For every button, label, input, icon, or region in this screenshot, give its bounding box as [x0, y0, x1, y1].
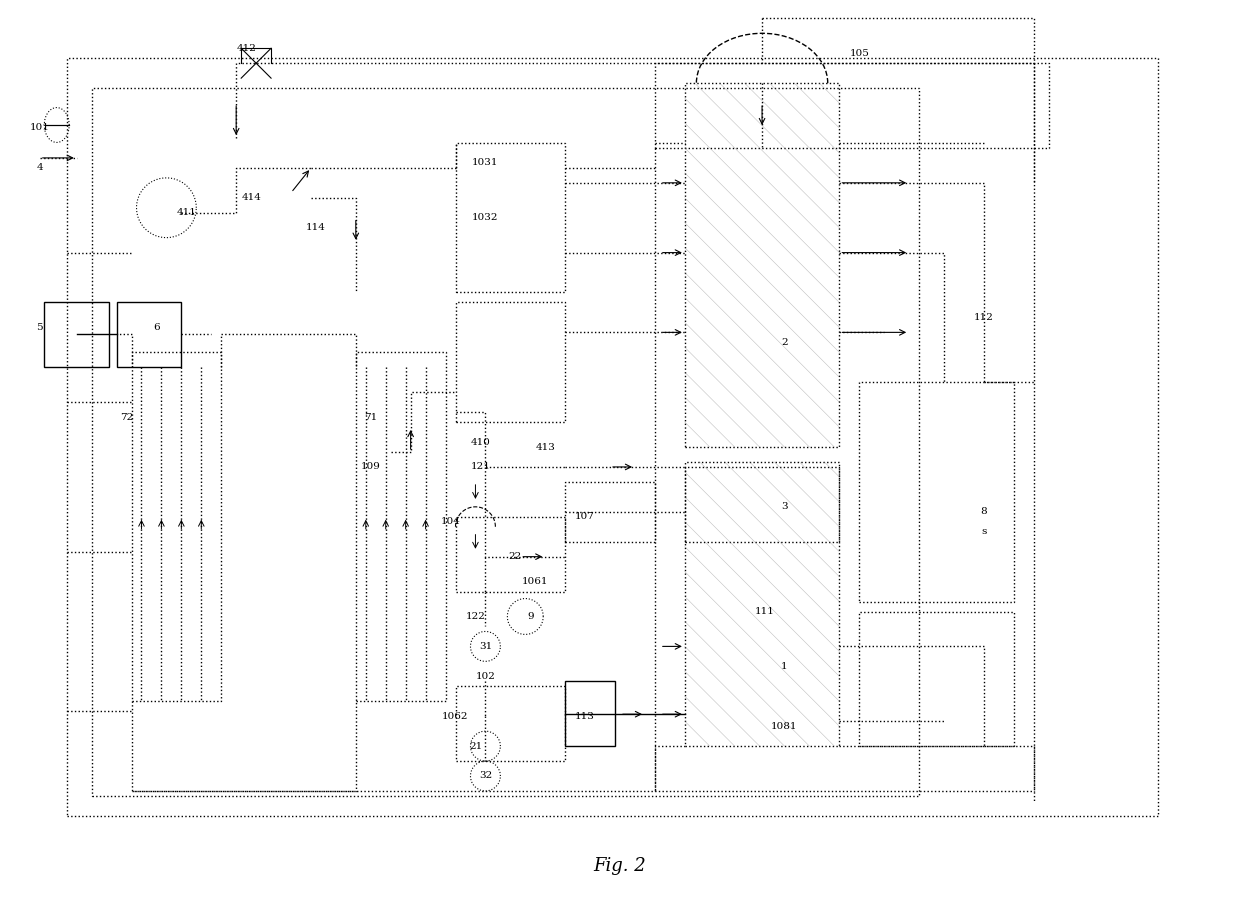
Text: 414: 414 [242, 193, 261, 202]
Text: 21: 21 [468, 741, 482, 750]
Text: 411: 411 [176, 208, 196, 217]
Text: 3: 3 [781, 502, 788, 511]
Bar [92, 88, 919, 796]
Text: 1: 1 [781, 662, 788, 671]
Bar [860, 612, 1014, 746]
Text: 9: 9 [527, 612, 534, 621]
Text: 101: 101 [30, 124, 50, 133]
Text: 122: 122 [466, 612, 486, 621]
Bar [565, 681, 615, 746]
Text: 72: 72 [120, 412, 133, 421]
Text: 112: 112 [974, 313, 994, 322]
Text: 6: 6 [154, 323, 160, 332]
Bar [43, 302, 109, 367]
Bar [456, 517, 565, 592]
Text: 413: 413 [535, 443, 555, 452]
Text: 71: 71 [364, 412, 378, 421]
Bar [685, 467, 839, 542]
Text: 1032: 1032 [472, 213, 498, 222]
Text: 111: 111 [755, 607, 774, 616]
Text: 22: 22 [509, 552, 522, 561]
Text: 8: 8 [980, 507, 987, 516]
Bar [685, 462, 839, 746]
Bar [116, 302, 181, 367]
Text: 32: 32 [478, 771, 492, 780]
Bar [131, 353, 222, 701]
Text: 5: 5 [36, 323, 43, 332]
Bar [685, 83, 839, 447]
Text: 109: 109 [361, 463, 380, 472]
Bar [456, 143, 565, 292]
Text: 105: 105 [849, 49, 870, 58]
Text: 114: 114 [306, 223, 326, 232]
Text: 121: 121 [471, 463, 491, 472]
Text: 1031: 1031 [472, 159, 498, 168]
Text: s: s [981, 528, 986, 537]
Bar [456, 686, 565, 761]
Text: 31: 31 [478, 642, 492, 651]
Text: 412: 412 [237, 43, 256, 52]
Bar [356, 353, 446, 701]
Text: 1062: 1062 [442, 712, 468, 721]
Bar [456, 302, 565, 422]
Text: 104: 104 [441, 517, 461, 526]
Bar [67, 59, 1158, 816]
Text: 1061: 1061 [522, 577, 549, 586]
Text: 2: 2 [781, 338, 788, 347]
Text: 107: 107 [575, 512, 595, 521]
Bar [655, 63, 1048, 148]
Text: Fig. 2: Fig. 2 [593, 857, 647, 875]
Bar [860, 382, 1014, 602]
Text: 113: 113 [575, 712, 595, 721]
Text: 1081: 1081 [771, 722, 798, 731]
Bar [565, 482, 655, 542]
Text: 4: 4 [36, 163, 43, 172]
Text: 102: 102 [476, 672, 496, 681]
Text: 410: 410 [471, 437, 491, 446]
